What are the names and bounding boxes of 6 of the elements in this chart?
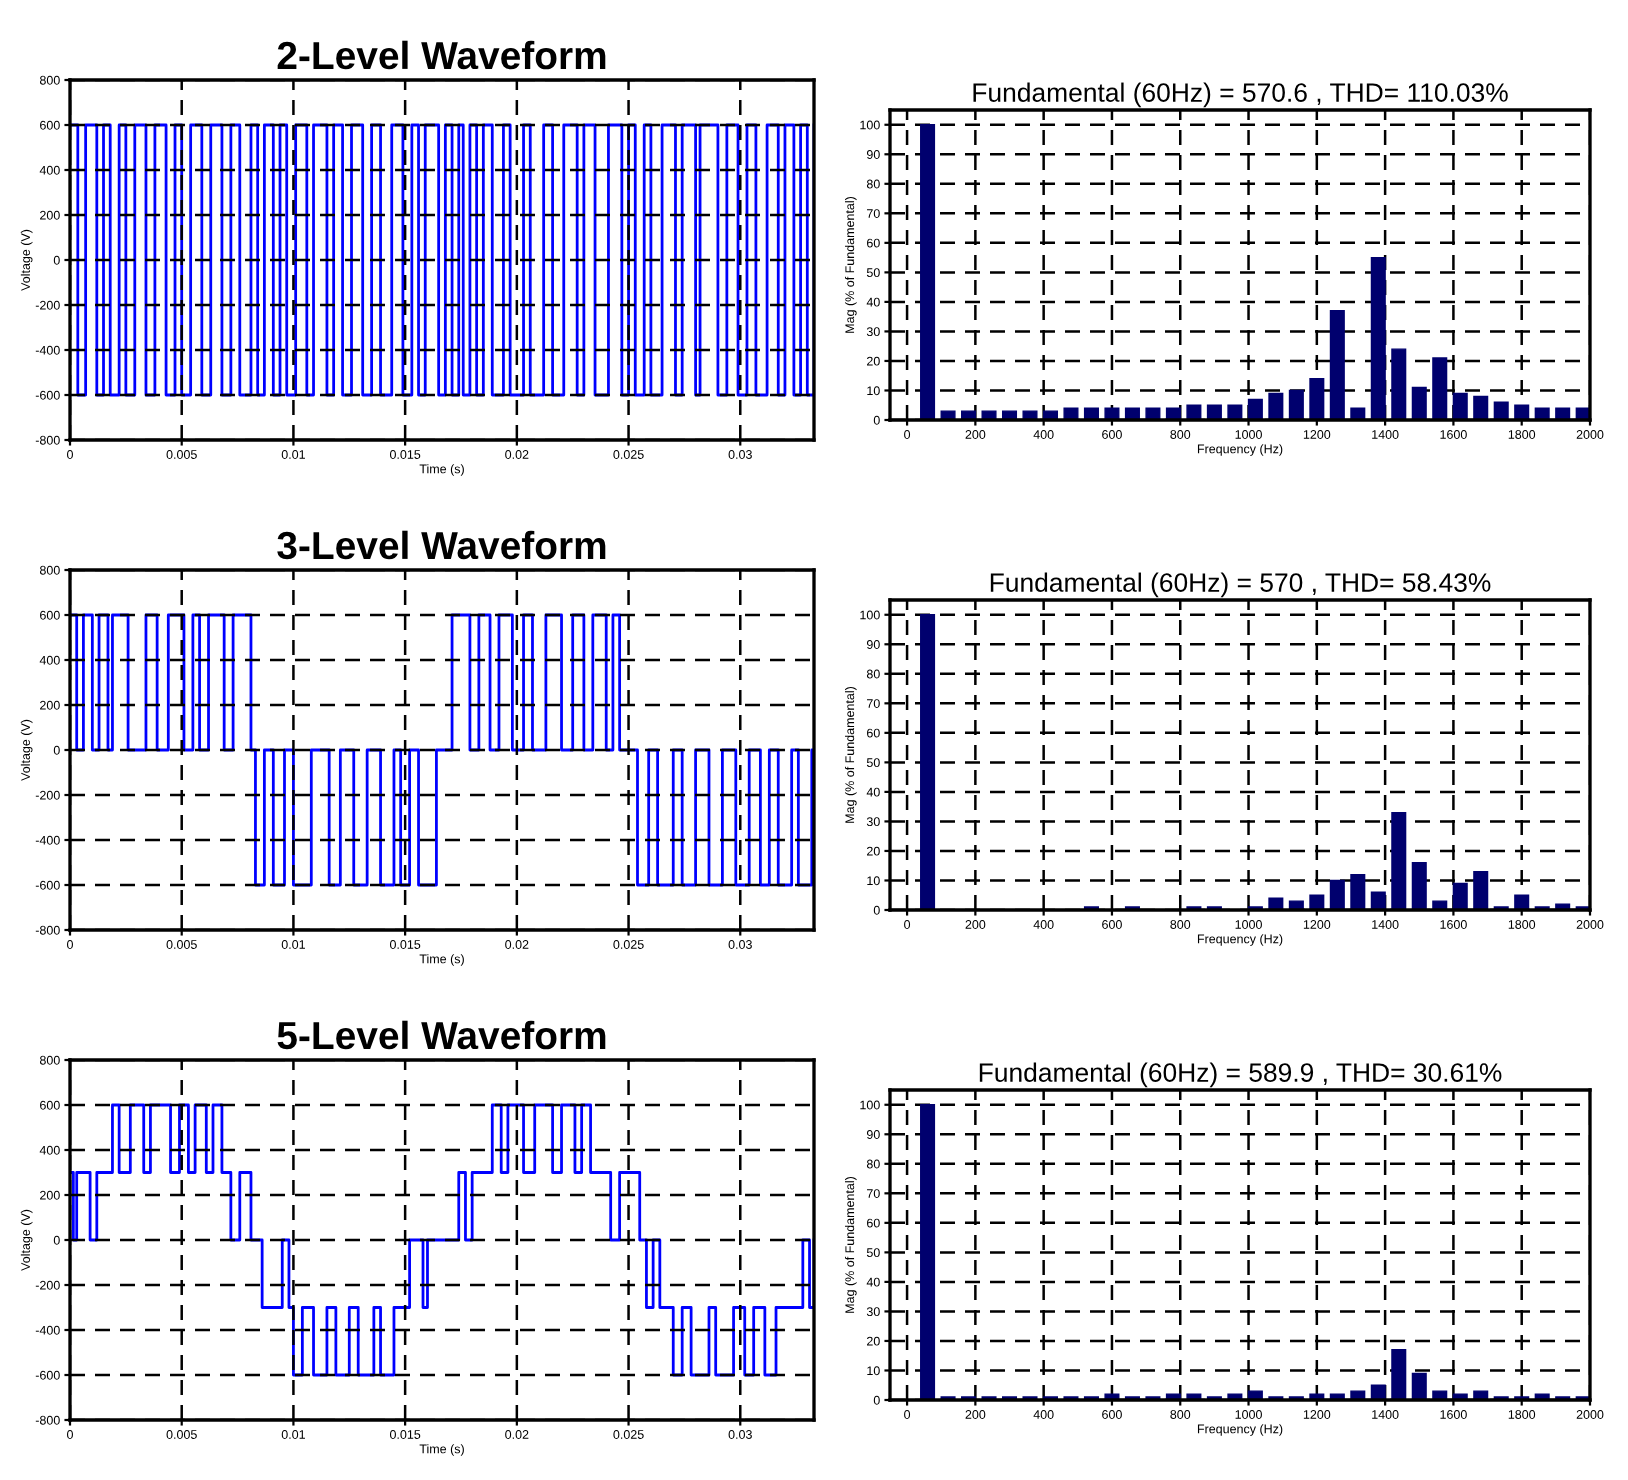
chart-title: Fundamental (60Hz) = 570 , THD= 58.43% xyxy=(990,572,1491,598)
chart-title: Fundamental (60Hz) = 589.9 , THD= 30.61% xyxy=(979,1062,1502,1088)
chart-title: 5-Level Waveform xyxy=(277,1020,606,1050)
chart-title: Fundamental (60Hz) = 570.6 , THD= 110.03% xyxy=(973,82,1508,108)
chart-title: 2-Level Waveform xyxy=(277,40,606,70)
chart-title: 3-Level Waveform xyxy=(277,530,606,560)
